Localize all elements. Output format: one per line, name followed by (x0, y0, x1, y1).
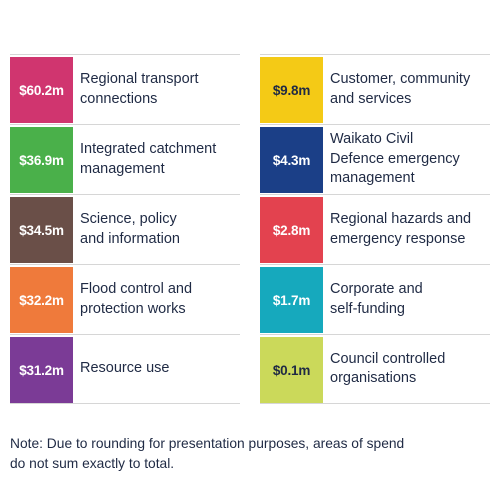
amount-swatch: $32.2m (10, 267, 73, 333)
spend-row-flood-control: $32.2m Flood control and protection work… (10, 264, 240, 334)
spend-row-customer-community: $9.8m Customer, community and services (260, 54, 490, 124)
spend-label: Flood control and protection works (80, 281, 193, 317)
amount-swatch: $4.3m (260, 127, 323, 193)
spend-row-regional-transport: $60.2m Regional transport connections (10, 54, 240, 124)
amount-swatch: $0.1m (260, 337, 323, 403)
amount-swatch: $36.9m (10, 127, 73, 193)
amount-swatch: $34.5m (10, 197, 73, 263)
amount-swatch: $60.2m (10, 57, 73, 123)
spend-row-council-controlled: $0.1m Council controlled organisations (260, 334, 490, 404)
amount-swatch: $1.7m (260, 267, 323, 333)
spend-row-corporate: $1.7m Corporate and self-funding (260, 264, 490, 334)
spend-row-resource-use: $31.2m Resource use (10, 334, 240, 404)
right-spend-list: $9.8m Customer, community and services $… (260, 54, 490, 404)
spend-label: Resource use (80, 360, 170, 377)
spend-row-civil-defence: $4.3m Waikato Civil Defence emergency ma… (260, 124, 490, 194)
spend-label: Integrated catchment management (80, 141, 217, 177)
amount-swatch: $2.8m (260, 197, 323, 263)
spend-row-integrated-catchment: $36.9m Integrated catchment management (10, 124, 240, 194)
spend-label: Regional hazards and emergency response (330, 211, 472, 247)
left-spend-list: $60.2m Regional transport connections $3… (10, 54, 240, 404)
amount-swatch: $31.2m (10, 337, 73, 403)
amount-swatch: $9.8m (260, 57, 323, 123)
spend-row-science-policy: $34.5m Science, policy and information (10, 194, 240, 264)
spend-label: Customer, community and services (330, 71, 471, 107)
spend-label: Council controlled organisations (330, 350, 446, 387)
spend-row-regional-hazards: $2.8m Regional hazards and emergency res… (260, 194, 490, 264)
spend-label: Corporate and self-funding (330, 281, 423, 317)
rounding-note: Note: Due to rounding for presentation p… (10, 436, 405, 471)
spend-label: Regional transport connections (80, 71, 199, 107)
spend-label: Science, policy and information (80, 211, 180, 247)
spend-label: Waikato Civil Defence emergency manageme… (330, 131, 460, 187)
